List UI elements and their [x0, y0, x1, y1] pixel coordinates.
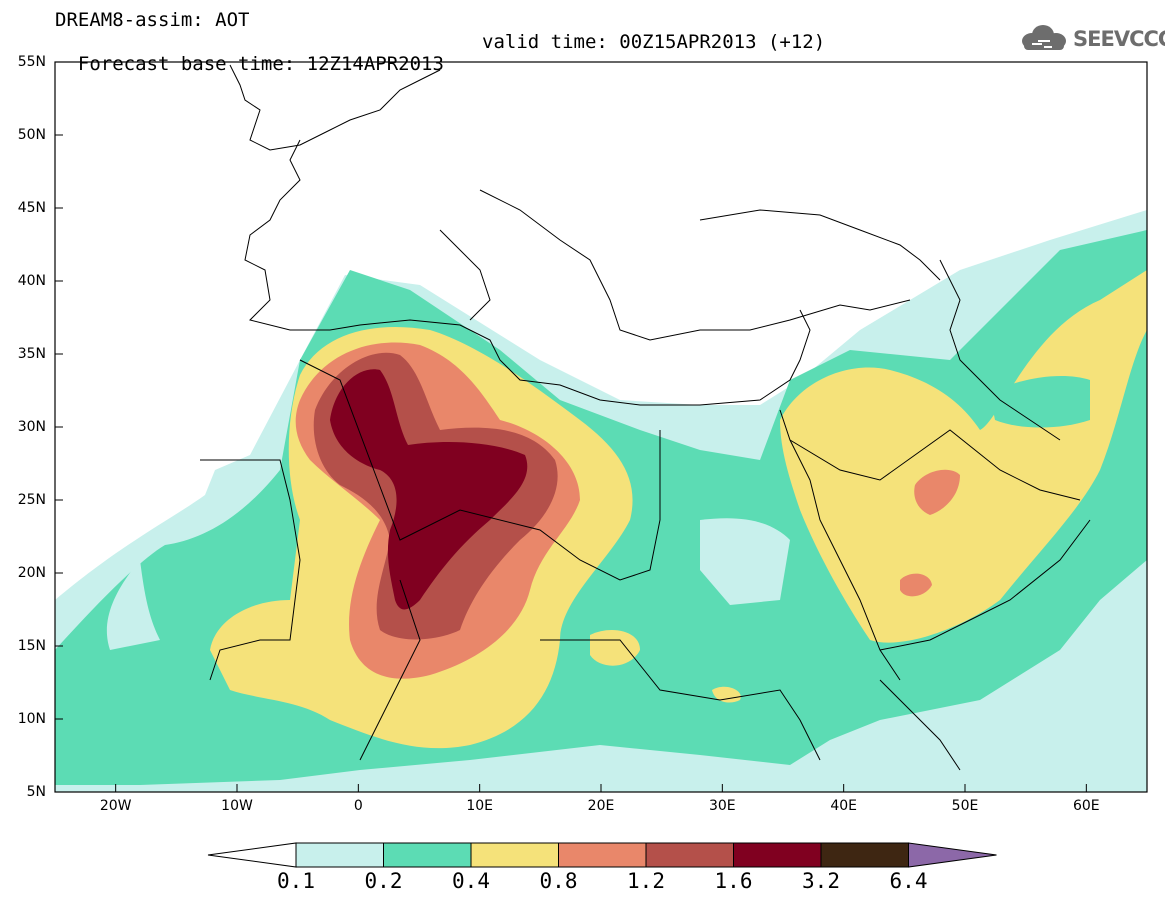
colorbar-swatch — [383, 842, 472, 868]
lon-tick-label: 60E — [1072, 798, 1100, 814]
forecast-base-time: Forecast base time: 12Z14APR2013 valid t… — [55, 31, 825, 97]
colorbar-swatch — [558, 842, 647, 868]
colorbar-level-label: 6.4 — [889, 869, 928, 893]
aot-contour-1.6 — [330, 369, 528, 610]
colorbar-arrow-low — [207, 842, 297, 868]
lat-tick-label: 40N — [17, 273, 46, 289]
base-time-text: Forecast base time: 12Z14APR2013 — [77, 53, 444, 75]
lon-tick-label: 10E — [466, 798, 493, 814]
lat-tick-label: 25N — [17, 492, 46, 508]
colorbar-level-label: 0.1 — [277, 869, 315, 893]
lon-ticks — [115, 784, 1087, 792]
lat-tick-label: 15N — [17, 638, 46, 654]
colorbar-arrow-high — [908, 842, 997, 868]
lat-tick-label: 50N — [17, 127, 46, 143]
lat-tick-label: 45N — [17, 200, 46, 216]
valid-time-text: valid time: 00Z15APR2013 (+12) — [482, 31, 826, 53]
lon-tick-label: 20W — [99, 798, 132, 814]
lat-tick-label: 10N — [17, 711, 46, 727]
colorbar-level-label: 1.2 — [627, 869, 665, 893]
colorbar-swatch — [733, 842, 822, 868]
lon-tick-label: 0 — [353, 798, 363, 814]
colorbar-level-label: 1.6 — [714, 869, 753, 893]
lat-tick-label: 35N — [17, 346, 46, 362]
colorbar-level-label: 0.8 — [539, 869, 578, 893]
lat-ticks — [55, 61, 63, 793]
colorbar-swatch — [645, 842, 734, 868]
cloud-logo-icon — [1022, 25, 1066, 50]
logo-text: SEEVCCC — [1073, 27, 1165, 51]
lat-tick-label: 20N — [17, 565, 46, 581]
lat-tick-label: 5N — [26, 784, 46, 800]
colorbar-swatch — [470, 842, 559, 868]
lon-tick-label: 50E — [951, 798, 979, 814]
colorbar-swatch — [295, 842, 384, 868]
lon-tick-label: 20E — [587, 798, 615, 814]
lat-tick-label: 55N — [17, 54, 46, 70]
colorbar-level-label: 0.2 — [364, 869, 403, 893]
coastline-borders — [200, 64, 1091, 771]
lon-tick-label: 10W — [221, 798, 253, 814]
colorbar-level-label: 0.4 — [452, 869, 490, 893]
colorbar-level-label: 3.2 — [802, 869, 840, 893]
lon-tick-label: 30E — [708, 798, 736, 814]
lat-tick-label: 30N — [17, 419, 46, 435]
lon-tick-label: 40E — [830, 798, 857, 814]
colorbar-swatch — [820, 842, 909, 868]
map-title: DREAM8-assim: AOT — [55, 9, 250, 31]
